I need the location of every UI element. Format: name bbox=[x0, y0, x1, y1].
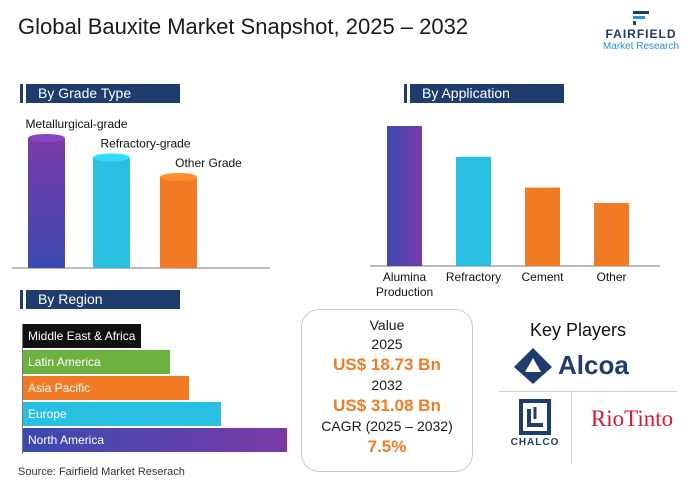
region-label-europe: Europe bbox=[28, 407, 67, 421]
grade-label-other-grade: Other Grade bbox=[175, 156, 242, 170]
alcoa-mark-icon bbox=[514, 348, 552, 384]
player-divider-h bbox=[499, 391, 677, 392]
alcoa-logo: Alcoa bbox=[512, 346, 642, 386]
application-bar-cement bbox=[525, 187, 560, 266]
region-axis bbox=[22, 324, 23, 454]
year-2025: 2025 bbox=[371, 336, 403, 352]
application-bar-refractory bbox=[456, 156, 491, 266]
region-chart: Middle East & Africa Latin America Asia Pa… bbox=[22, 324, 292, 460]
value-box: Value 2025 US$ 18.73 Bn 2032 US$ 31.08 B… bbox=[301, 309, 473, 472]
region-bar-north-america: North America bbox=[22, 428, 287, 452]
grade-bar-cap bbox=[93, 153, 130, 162]
page-title: Global Bauxite Market Snapshot, 2025 – 2… bbox=[18, 14, 469, 39]
application-bar-other bbox=[594, 203, 629, 266]
cagr-value: 7.5% bbox=[367, 437, 407, 456]
chalco-logo: CHALCO bbox=[505, 397, 565, 459]
player-divider-v bbox=[571, 392, 572, 464]
application-label-alumina-production: Alumina Production bbox=[376, 270, 433, 299]
application-chart: Alumina Production Refractory Cement Other bbox=[370, 126, 660, 299]
region-label-latin-america: Latin America bbox=[28, 355, 101, 369]
application-heading: By Application bbox=[404, 84, 564, 103]
region-bar-latin-america: Latin America bbox=[22, 350, 171, 374]
logo-line2: Market Research bbox=[602, 41, 680, 52]
grade-bar-metallurgical-grade bbox=[28, 138, 65, 268]
logo-mark-icon bbox=[633, 11, 649, 25]
value-2032: US$ 31.08 Bn bbox=[333, 396, 441, 415]
source-note: Source: Fairfield Market Reserach bbox=[18, 466, 185, 478]
application-label-cement: Cement bbox=[521, 270, 564, 284]
chalco-name: CHALCO bbox=[510, 437, 560, 448]
region-bar-asia-pacific: Asia Pacific bbox=[22, 376, 189, 400]
year-2032: 2032 bbox=[371, 377, 403, 393]
grade-bar-cap bbox=[160, 173, 197, 181]
grade-bar-other-grade bbox=[160, 177, 197, 268]
value-label: Value bbox=[369, 317, 405, 333]
region-label-middle-east-africa: Middle East & Africa bbox=[28, 329, 136, 343]
value-2025: US$ 18.73 Bn bbox=[333, 355, 441, 374]
key-players-heading: Key Players bbox=[529, 320, 627, 340]
grade-label-refractory-grade: Refractory-grade bbox=[100, 137, 190, 151]
region-bar-europe: Europe bbox=[22, 402, 221, 426]
cagr-label: CAGR (2025 – 2032) bbox=[321, 418, 453, 434]
region-heading: By Region bbox=[20, 290, 180, 309]
alcoa-name: Alcoa bbox=[558, 350, 629, 380]
application-label-refractory: Refractory bbox=[446, 270, 501, 284]
grade-heading: By Grade Type bbox=[20, 84, 180, 103]
region-label-asia-pacific: Asia Pacific bbox=[28, 381, 91, 395]
application-bar-alumina-production bbox=[387, 126, 422, 266]
application-label-other: Other bbox=[596, 270, 626, 284]
grade-label-metallurgical-grade: Metallurgical-grade bbox=[25, 117, 127, 131]
grade-bar-refractory-grade bbox=[93, 157, 130, 268]
chalco-mark-icon bbox=[519, 399, 551, 435]
region-label-north-america: North America bbox=[28, 433, 105, 447]
region-bar-middle-east-africa: Middle East & Africa bbox=[22, 324, 142, 348]
grade-chart: Metallurgical-grade Refractory-grade Other… bbox=[12, 117, 270, 269]
riotinto-logo: RioTinto bbox=[590, 406, 674, 431]
brand-logo: FAIRFIELD Market Research bbox=[598, 10, 684, 56]
logo-line1: FAIRFIELD bbox=[605, 27, 677, 41]
grade-bar-cap bbox=[28, 134, 65, 142]
